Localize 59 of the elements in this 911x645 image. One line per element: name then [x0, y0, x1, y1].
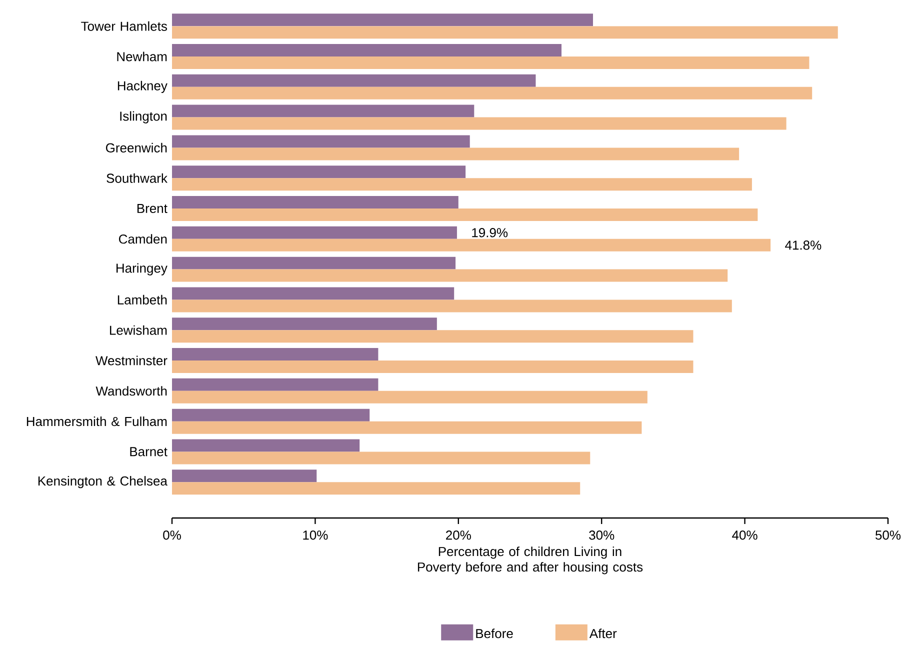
bar [172, 117, 786, 130]
bar [172, 470, 317, 482]
y-tick-label: Southwark [106, 173, 168, 183]
bar [172, 408, 370, 422]
bar [172, 269, 728, 282]
bar [172, 44, 562, 57]
y-tick-label: Camden [118, 234, 167, 244]
bar [172, 86, 812, 100]
bar [172, 148, 740, 160]
y-tick-label: Islington [120, 111, 167, 124]
bar [172, 318, 437, 330]
y-tick-label: Tower Hamlets [81, 21, 167, 31]
data-label: 41.8% [785, 240, 822, 250]
y-tick-label: Westminster [96, 356, 168, 366]
bar [172, 74, 536, 87]
bar [172, 330, 694, 343]
bar [172, 238, 771, 252]
x-tick-label: 20% [446, 530, 471, 540]
y-tick-label: Brent [137, 204, 168, 214]
y-tick-label: Hackney [118, 80, 168, 93]
x-tick-label: 10% [303, 530, 328, 540]
bar [172, 135, 470, 148]
y-tick-label: Hammersmith & Fulham [26, 416, 167, 426]
bar [172, 482, 580, 495]
bar [172, 421, 642, 434]
bar [172, 378, 378, 391]
bar [172, 348, 378, 361]
bar [172, 26, 838, 39]
y-tick-label: Haringey [116, 263, 168, 276]
bar [172, 439, 360, 452]
bar [172, 452, 590, 464]
x-tick-label: 0% [163, 530, 181, 540]
bar [172, 390, 648, 404]
x-tick-label: 50% [876, 530, 901, 540]
data-label: 19.9% [472, 228, 508, 238]
y-tick-label: Lewisham [110, 325, 167, 335]
bar [172, 287, 454, 300]
y-tick-label: Lambeth [118, 294, 167, 304]
legend-label: Before [476, 628, 513, 638]
bar [172, 360, 694, 374]
y-tick-label: Wandsworth [96, 386, 167, 396]
y-tick-label: Newham [117, 52, 167, 62]
bar [172, 14, 594, 26]
bar [172, 166, 466, 178]
bar [172, 104, 474, 118]
bar [172, 208, 758, 222]
bar [172, 178, 752, 191]
x-tick-label: 30% [589, 530, 614, 540]
bar [172, 300, 732, 312]
x-axis-title: Percentage of children Living in Poverty before and after housing costs [418, 546, 643, 574]
legend-label: After [589, 628, 617, 638]
x-tick-label: 40% [732, 530, 758, 540]
y-tick-label: Barnet [130, 447, 168, 456]
bar [172, 256, 456, 270]
bar [172, 56, 810, 70]
y-tick-label: Greenwich [106, 142, 167, 152]
bar [172, 226, 457, 239]
y-tick-label: Kensington & Chelsea [38, 476, 168, 488]
bar [172, 196, 458, 209]
